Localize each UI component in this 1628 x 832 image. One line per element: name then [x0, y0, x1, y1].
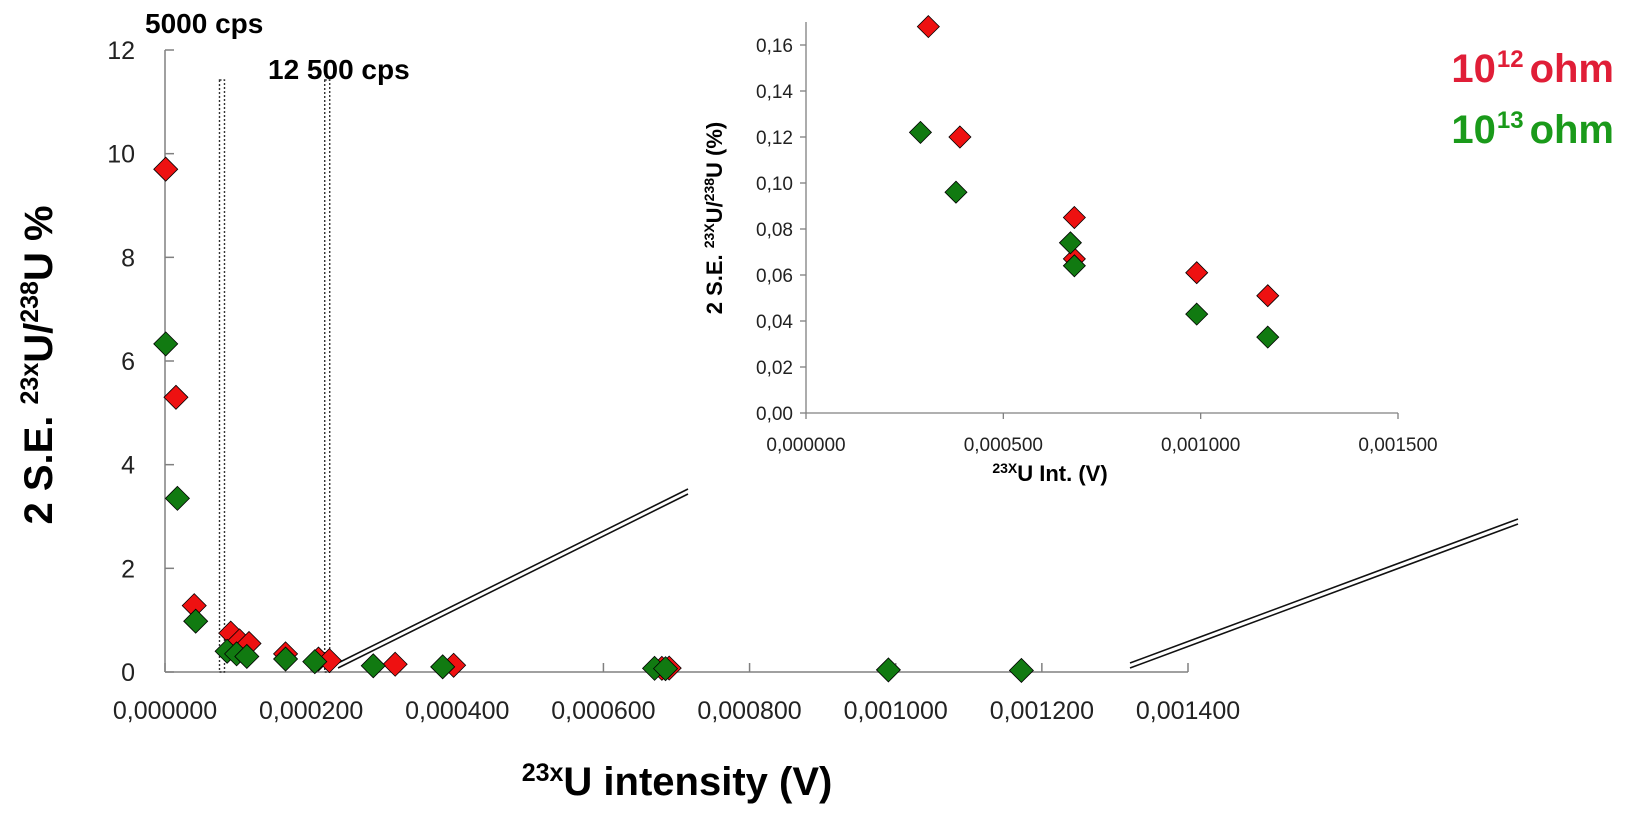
- inset-y-tick-label: 0,06: [756, 266, 793, 287]
- legend-item-red: 1012 ohm: [1451, 34, 1614, 95]
- inset-y-tick-label: 0,16: [756, 36, 793, 57]
- main-y-tick-label: 4: [121, 452, 135, 480]
- main-point-green: [153, 331, 179, 357]
- inset-y-tick-label: 0,14: [756, 82, 793, 103]
- inset-chart: 0,00 0,02 0,04 0,06 0,08 0,10 0,12 0,14 0,16 0,00…: [701, 15, 1438, 486]
- annotation-12500-cps: 12 500 cps: [268, 54, 410, 85]
- main-x-tick-label: 0,000600: [551, 697, 655, 725]
- legend-red-base: 10: [1451, 47, 1496, 91]
- main-x-tick-label: 0,000000: [113, 697, 217, 725]
- main-x-tick-label: 0,000200: [259, 697, 363, 725]
- main-y-tick-label: 12: [107, 37, 135, 65]
- inset-x-tick-label: 0,000000: [766, 435, 845, 456]
- inset-y-tick-label: 0,00: [756, 404, 793, 425]
- main-point-green: [234, 643, 260, 670]
- main-series-green: [153, 331, 1034, 684]
- main-y-tick-label: 10: [107, 141, 135, 169]
- main-point-red: [382, 651, 408, 677]
- main-point-red: [163, 384, 189, 410]
- inset-point-red: [948, 125, 972, 149]
- inset-y-tick-label: 0,12: [756, 128, 793, 149]
- main-y-tick-label: 2: [121, 555, 135, 583]
- zoom-connector-line: [1129, 518, 1519, 664]
- main-point-green: [875, 657, 901, 683]
- inset-x-tick-label: 0,000500: [964, 435, 1043, 456]
- main-series-red: [153, 156, 682, 681]
- zoom-connector-line: [337, 488, 689, 664]
- inset-x-tick-label: 0,001000: [1161, 435, 1240, 456]
- main-point-green: [1008, 657, 1034, 684]
- inset-point-green: [1058, 231, 1082, 255]
- cps-boundary-line: [218, 79, 226, 673]
- inset-series-green: [908, 120, 1280, 349]
- main-y-tick-label: 8: [121, 244, 135, 272]
- main-point-red: [153, 156, 179, 182]
- inset-x-tick-label: 0,001500: [1358, 435, 1437, 456]
- inset-point-red: [916, 15, 940, 39]
- inset-y-tick-label: 0,10: [756, 174, 793, 195]
- legend-red-exponent: 12: [1496, 46, 1524, 73]
- inset-point-green: [908, 120, 933, 144]
- inset-point-red: [1185, 261, 1209, 285]
- main-point-green: [273, 646, 299, 672]
- inset-y-tick-label: 0,04: [756, 312, 793, 333]
- legend: 1012 ohm 1013 ohm: [1451, 34, 1614, 156]
- main-point-green: [430, 654, 456, 680]
- inset-point-green: [1256, 325, 1280, 349]
- main-x-tick-label: 0,001200: [990, 697, 1094, 725]
- zoom-connector-line: [337, 493, 689, 669]
- main-y-tick-label: 0: [121, 659, 135, 687]
- inset-y-axis-title: 2 S.E. 23XU/238U (%): [701, 122, 727, 315]
- main-point-green: [183, 608, 209, 634]
- main-point-green: [652, 656, 679, 682]
- cps-boundary-line: [324, 79, 331, 673]
- main-x-tick-label: 0,001000: [844, 697, 948, 725]
- legend-green-base: 10: [1451, 108, 1496, 152]
- inset-point-green: [944, 180, 968, 204]
- main-x-tick-label: 0,000800: [697, 697, 801, 725]
- main-point-green: [302, 649, 328, 675]
- legend-item-green: 1013 ohm: [1451, 95, 1614, 156]
- main-x-tick-label: 0,001400: [1136, 697, 1240, 725]
- inset-point-red: [1062, 205, 1086, 230]
- main-y-axis-title: 2 S.E. 23xU/238U %: [16, 205, 61, 524]
- legend-green-suffix: ohm: [1529, 108, 1614, 152]
- inset-point-red: [1256, 284, 1280, 308]
- main-x-tick-label: 0,000400: [405, 697, 509, 725]
- legend-green-exponent: 13: [1496, 107, 1524, 134]
- inset-point-green: [1062, 254, 1086, 278]
- main-chart: 0 2 4 6 8 10 12 0,000000 0,000200 0,000400 0,00060…: [16, 8, 1519, 804]
- main-point-green: [360, 653, 386, 679]
- main-y-tick-label: 6: [121, 348, 135, 376]
- inset-y-tick-label: 0,08: [756, 220, 793, 241]
- inset-x-axis-title: 23XU Int. (V): [992, 460, 1107, 486]
- annotation-5000-cps: 5000 cps: [145, 8, 263, 39]
- inset-y-tick-label: 0,02: [756, 358, 793, 379]
- inset-series-red: [916, 15, 1280, 308]
- zoom-connector-line: [1129, 523, 1519, 669]
- main-point-green: [164, 485, 190, 511]
- main-x-axis-title: 23xU intensity (V): [522, 759, 833, 804]
- legend-red-suffix: ohm: [1529, 47, 1614, 91]
- inset-point-green: [1185, 302, 1209, 326]
